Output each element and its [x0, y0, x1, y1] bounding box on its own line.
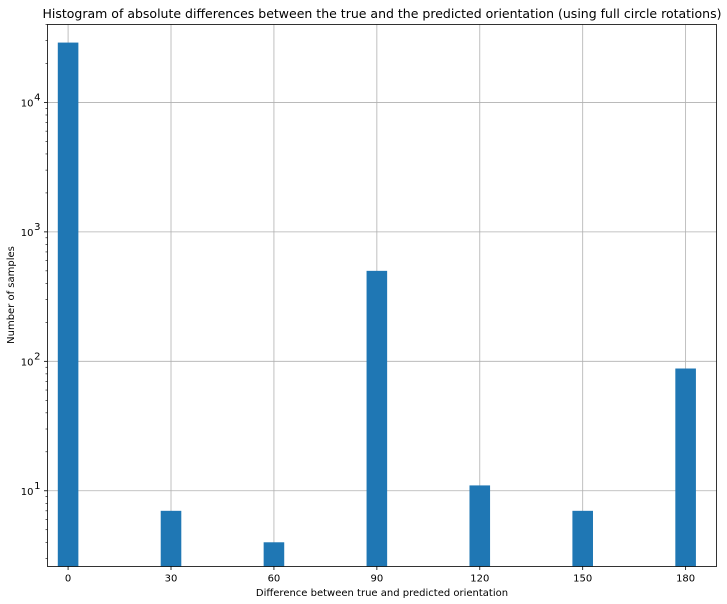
- y-tick-label: 10: [21, 487, 34, 498]
- x-tick-label: 150: [573, 574, 592, 585]
- bars: [57, 42, 696, 567]
- histogram-bar: [57, 42, 79, 567]
- x-axis: 0 30 60 90 120 150 180: [65, 566, 695, 585]
- x-tick-label: 90: [370, 574, 383, 585]
- y-tick-label: 10: [21, 357, 34, 368]
- chart-title: Histogram of absolute differences betwee…: [42, 6, 721, 21]
- y-axis-label: Number of samples: [6, 246, 17, 344]
- histogram-bar: [572, 510, 593, 567]
- y-tick-label-exponent: 4: [34, 92, 40, 103]
- x-tick-label: 180: [676, 574, 695, 585]
- y-tick-label: 10: [21, 98, 34, 109]
- x-tick-label: 30: [165, 574, 178, 585]
- y-tick-label-exponent: 1: [34, 481, 40, 492]
- y-tick-label-exponent: 3: [34, 222, 40, 233]
- histogram-bar: [160, 510, 182, 567]
- histogram-bar: [366, 270, 388, 567]
- y-tick-label-exponent: 2: [34, 351, 40, 362]
- x-axis-label: Difference between true and predicted or…: [256, 588, 508, 599]
- x-tick-label: 0: [65, 574, 71, 585]
- histogram-bar: [469, 485, 491, 567]
- plot-frame: [47, 24, 717, 567]
- x-tick-label: 120: [470, 574, 489, 585]
- y-tick-label: 10: [21, 228, 34, 239]
- histogram-bar: [675, 368, 696, 567]
- histogram-bar: [263, 542, 285, 567]
- x-tick-label: 60: [268, 574, 281, 585]
